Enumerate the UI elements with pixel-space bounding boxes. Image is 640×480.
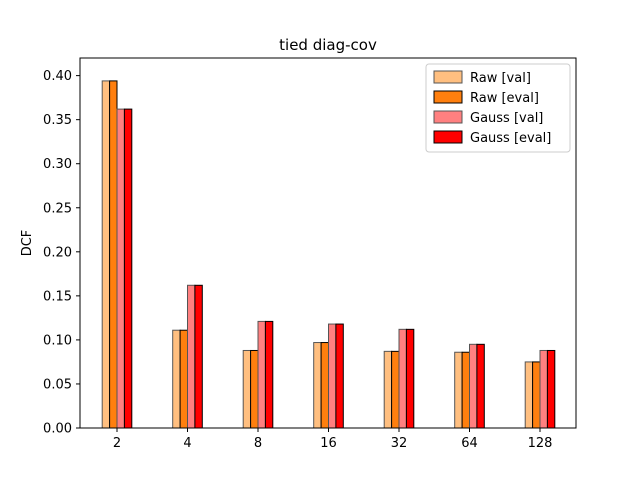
x-tick-label-4: 32 — [391, 436, 408, 451]
bar-s0-c2 — [242, 349, 252, 429]
y-tick-label-8: 0.40 — [43, 69, 72, 84]
bars-group — [101, 80, 556, 429]
bar-s3-c5 — [476, 343, 485, 429]
bar-s3-c2 — [264, 320, 274, 429]
bar-s2-c5 — [469, 343, 478, 429]
legend-swatch-2 — [433, 110, 463, 124]
bar-s1-c1 — [179, 329, 189, 429]
bar-s2-c6 — [539, 349, 548, 429]
y-tick-label-4: 0.20 — [43, 245, 72, 260]
legend-label-0: Raw [val] — [470, 71, 531, 86]
bar-s1-c5 — [461, 351, 471, 429]
legend-label-3: Gauss [eval] — [470, 131, 551, 146]
bar-s3-c0 — [123, 108, 133, 429]
legend-box — [425, 63, 571, 153]
y-tick-label-0: 0.00 — [43, 422, 72, 437]
bar-s3-c1 — [194, 284, 203, 429]
y-tick-label-6: 0.30 — [43, 157, 72, 172]
bar-s1-c0 — [109, 80, 118, 429]
bar-s2-c3 — [328, 323, 337, 429]
bar-s3-c3 — [335, 323, 344, 429]
y-axis-label: DCF — [20, 230, 35, 257]
bar-s0-c4 — [383, 350, 393, 429]
bar-s3-c4 — [405, 328, 415, 429]
x-tick-label-6: 128 — [528, 436, 553, 451]
bar-s1-c3 — [320, 342, 330, 429]
legend-swatch-3 — [433, 130, 463, 144]
bar-s0-c5 — [454, 351, 463, 429]
bar-s1-c4 — [391, 350, 400, 429]
y-tick-label-5: 0.25 — [43, 201, 72, 216]
bar-s1-c2 — [250, 349, 259, 429]
plot-frame — [79, 57, 577, 429]
x-tick-label-5: 64 — [461, 436, 478, 451]
y-tick-label-2: 0.10 — [43, 333, 72, 348]
bar-s0-c6 — [524, 361, 534, 429]
y-axis: 0.00 0.05 0.10 0.15 0.20 0.25 0.30 0.35 0.40 — [43, 69, 80, 437]
legend-swatch-1 — [433, 90, 463, 104]
y-tick-label-7: 0.35 — [43, 113, 72, 128]
bar-s0-c0 — [101, 80, 111, 429]
bar-s2-c2 — [257, 320, 266, 429]
legend-swatch-0 — [433, 70, 463, 84]
chart-title: tied diag-cov — [279, 36, 377, 54]
legend: Raw [val] Raw [eval] Gauss [val] Gauss [eva… — [425, 63, 571, 153]
bar-s3-c6 — [546, 349, 556, 429]
y-tick-label-1: 0.05 — [43, 377, 72, 392]
x-tick-label-2: 8 — [254, 436, 262, 451]
x-axis: 2 4 8 16 32 64 128 — [113, 428, 553, 451]
legend-label-2: Gauss [val] — [470, 111, 543, 126]
bar-s2-c1 — [187, 284, 196, 429]
x-tick-label-1: 4 — [183, 436, 191, 451]
bar-s0-c3 — [313, 342, 322, 429]
bar-s2-c0 — [116, 108, 125, 429]
bar-s2-c4 — [398, 328, 407, 429]
bar-s1-c6 — [532, 361, 541, 429]
x-tick-label-3: 16 — [320, 436, 337, 451]
legend-label-1: Raw [eval] — [470, 91, 539, 106]
bar-s0-c1 — [172, 329, 181, 429]
x-tick-label-0: 2 — [113, 436, 121, 451]
y-tick-label-3: 0.15 — [43, 289, 72, 304]
